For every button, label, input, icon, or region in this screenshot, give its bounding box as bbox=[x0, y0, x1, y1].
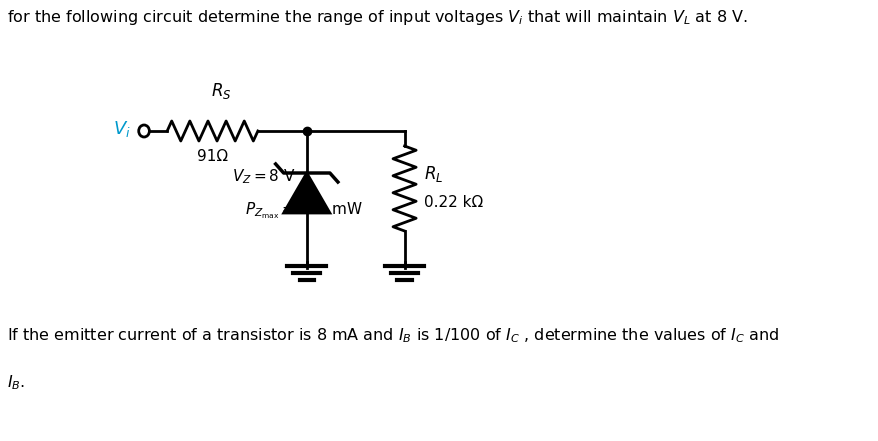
Text: 0.22 kΩ: 0.22 kΩ bbox=[424, 195, 483, 210]
Text: If the emitter current of a transistor is 8 mA and $I_B$ is 1/100 of $I_C$ , det: If the emitter current of a transistor i… bbox=[7, 326, 779, 345]
Text: for the following circuit determine the range of input voltages $V_i$ that will : for the following circuit determine the … bbox=[7, 8, 747, 27]
Text: $R_S$: $R_S$ bbox=[211, 81, 232, 101]
Polygon shape bbox=[284, 173, 329, 213]
Text: $P_{Z_{\mathrm{max}}} = 400$ mW: $P_{Z_{\mathrm{max}}} = 400$ mW bbox=[244, 201, 362, 221]
Text: $I_B$.: $I_B$. bbox=[7, 373, 25, 392]
Text: 91Ω: 91Ω bbox=[197, 149, 227, 164]
Text: $V_i$: $V_i$ bbox=[112, 119, 131, 139]
Text: $R_L$: $R_L$ bbox=[424, 164, 443, 184]
Text: $V_Z = 8$ V: $V_Z = 8$ V bbox=[232, 168, 296, 187]
